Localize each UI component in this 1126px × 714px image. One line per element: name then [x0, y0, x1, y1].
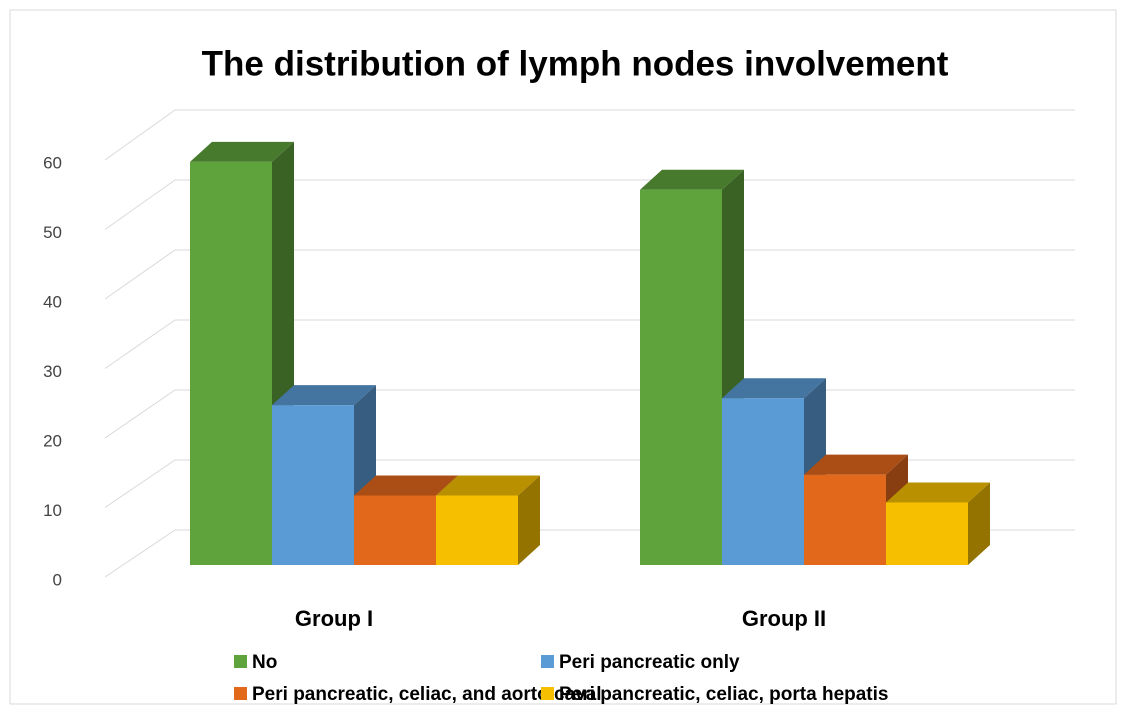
bar-side [518, 475, 540, 565]
grid-line [104, 389, 176, 439]
chart-border [9, 9, 1117, 705]
bar-front [722, 398, 804, 565]
bar-top [436, 475, 540, 496]
grid-line [104, 109, 176, 161]
x-tick-label: Group I [295, 606, 373, 631]
legend-swatch [541, 655, 554, 668]
bar-front [436, 495, 518, 565]
bar-top [722, 378, 826, 399]
grid-line [104, 459, 176, 508]
bar-front [354, 495, 436, 565]
bar-top [190, 141, 294, 162]
bar [886, 482, 990, 565]
bar [436, 475, 540, 565]
y-tick-label: 0 [53, 570, 62, 589]
legend-label: Peri pancreatic, celiac, and aorto caval [252, 684, 602, 705]
bar-front [804, 474, 886, 565]
grid-line [104, 529, 176, 578]
y-tick-label: 60 [43, 153, 62, 172]
grid-line [104, 249, 176, 300]
bar-front [886, 502, 968, 565]
x-tick-label: Group II [742, 606, 826, 631]
bar-top [640, 169, 744, 190]
bar-top [804, 454, 908, 475]
grid-line [104, 179, 176, 230]
bar-top [272, 385, 376, 406]
legend-swatch [541, 687, 554, 700]
bar-front [272, 405, 354, 565]
y-tick-label: 20 [43, 431, 62, 450]
bar-top [354, 475, 458, 496]
y-tick-label: 10 [43, 501, 62, 520]
y-tick-label: 40 [43, 292, 62, 311]
bar-side [968, 482, 990, 565]
grid-line [104, 319, 176, 369]
legend-swatch [234, 687, 247, 700]
legend-label: Peri pancreatic, celiac, porta hepatis [559, 684, 888, 705]
legend-label: Peri pancreatic only [559, 652, 740, 673]
y-tick-label: 50 [43, 223, 62, 242]
bar-top [886, 482, 990, 503]
legend-swatch [234, 655, 247, 668]
y-tick-label: 30 [43, 362, 62, 381]
bar-front [640, 189, 722, 565]
chart-title: The distribution of lymph nodes involvem… [202, 44, 949, 83]
legend-label: No [252, 652, 277, 673]
bar-front [190, 161, 272, 565]
